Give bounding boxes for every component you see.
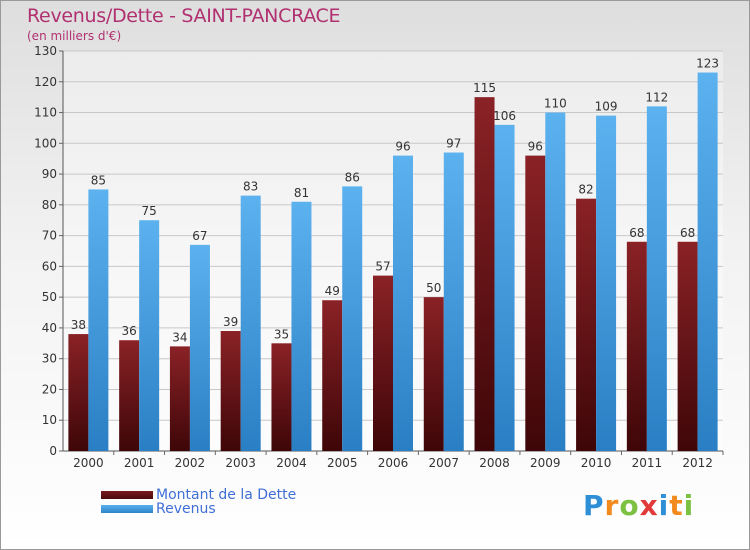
y-tick-label: 50 <box>42 290 57 304</box>
bar-revenus-2001 <box>139 220 160 451</box>
data-label-revenus-2002: 67 <box>192 229 207 243</box>
y-tick-label: 60 <box>42 259 57 273</box>
bar-revenus-2008 <box>494 124 515 451</box>
x-tick-label: 2004 <box>276 456 307 470</box>
data-label-dette-2007: 50 <box>426 281 441 295</box>
data-label-revenus-2011: 112 <box>645 90 668 104</box>
data-label-revenus-2000: 85 <box>91 173 106 187</box>
y-tick-label: 90 <box>42 167 57 181</box>
bar-dette-2011 <box>626 241 647 451</box>
bar-dette-2010 <box>576 198 597 451</box>
data-label-dette-2009: 96 <box>528 140 543 154</box>
bar-dette-2002 <box>169 346 190 451</box>
data-label-dette-2011: 68 <box>629 226 644 240</box>
data-label-revenus-2005: 86 <box>345 170 360 184</box>
bar-dette-2006 <box>373 275 393 451</box>
x-tick-label: 2002 <box>175 456 206 470</box>
bar-dette-2007 <box>423 297 444 451</box>
bar-dette-2005 <box>322 300 343 451</box>
bar-revenus-2004 <box>291 201 312 451</box>
x-tick-label: 2001 <box>124 456 155 470</box>
x-tick-label: 2005 <box>327 456 358 470</box>
x-tick-label: 2007 <box>428 456 459 470</box>
data-label-dette-2002: 34 <box>172 330 187 344</box>
chart-title: Revenus/Dette - SAINT-PANCRACE <box>27 5 341 27</box>
data-label-dette-2005: 49 <box>325 284 340 298</box>
bar-revenus-2009 <box>545 112 566 452</box>
data-label-dette-2001: 36 <box>122 324 137 338</box>
bar-revenus-2012 <box>697 72 718 452</box>
data-label-dette-2004: 35 <box>274 327 289 341</box>
bar-dette-2001 <box>119 340 140 451</box>
x-tick-label: 2011 <box>632 456 663 470</box>
x-tick-label: 2012 <box>682 456 713 470</box>
y-tick-label: 40 <box>42 321 57 335</box>
data-label-revenus-2004: 81 <box>294 186 309 200</box>
data-label-revenus-2008: 106 <box>493 109 516 123</box>
legend-label-revenus: Revenus <box>156 501 216 517</box>
legend-item-dette: Montant de la Dette <box>101 488 296 502</box>
bar-dette-2008 <box>474 97 495 452</box>
y-tick-label: 20 <box>42 382 57 396</box>
y-tick-label: 70 <box>42 229 57 243</box>
data-label-revenus-2010: 109 <box>595 100 618 114</box>
legend-label-dette: Montant de la Dette <box>156 487 297 503</box>
data-label-revenus-2006: 96 <box>395 140 410 154</box>
bar-revenus-2006 <box>393 155 413 451</box>
bar-revenus-2007 <box>443 152 464 452</box>
x-tick-label: 2006 <box>378 456 409 470</box>
y-tick-label: 130 <box>34 44 57 58</box>
bar-revenus-2005 <box>342 186 363 451</box>
legend-swatch-dette <box>101 491 153 499</box>
bar-dette-2000 <box>68 334 89 451</box>
data-label-dette-2006: 57 <box>375 260 390 274</box>
data-label-dette-2003: 39 <box>223 315 238 329</box>
legend-item-revenus: Revenus <box>101 502 216 516</box>
data-label-dette-2012: 68 <box>680 226 695 240</box>
bar-revenus-2011 <box>646 106 667 451</box>
y-tick-label: 110 <box>34 106 57 120</box>
data-label-revenus-2007: 97 <box>446 137 461 151</box>
bar-dette-2012 <box>677 241 698 451</box>
data-label-revenus-2009: 110 <box>544 97 567 111</box>
y-tick-label: 80 <box>42 198 57 212</box>
bar-dette-2004 <box>271 343 292 451</box>
y-tick-label: 30 <box>42 352 57 366</box>
data-label-revenus-2001: 75 <box>142 204 157 218</box>
y-tick-label: 100 <box>34 136 57 150</box>
x-tick-label: 2010 <box>581 456 612 470</box>
data-label-dette-2008: 115 <box>473 81 496 95</box>
x-tick-label: 2009 <box>530 456 561 470</box>
y-tick-label: 0 <box>49 444 57 458</box>
legend-swatch-revenus <box>101 505 153 513</box>
bar-revenus-2000 <box>88 189 109 451</box>
x-tick-label: 2003 <box>225 456 256 470</box>
x-tick-label: 2008 <box>479 456 510 470</box>
y-tick-label: 10 <box>42 413 57 427</box>
bar-revenus-2002 <box>189 244 210 451</box>
data-label-revenus-2003: 83 <box>243 180 258 194</box>
y-tick-label: 120 <box>34 75 57 89</box>
x-tick-label: 2000 <box>73 456 104 470</box>
chart-subtitle: (en milliers d'€) <box>27 29 122 43</box>
bar-revenus-2003 <box>240 195 261 451</box>
bar-dette-2003 <box>220 331 241 451</box>
data-label-dette-2000: 38 <box>71 318 86 332</box>
bar-revenus-2010 <box>596 115 617 451</box>
data-label-dette-2010: 82 <box>578 183 593 197</box>
bar-dette-2009 <box>525 155 546 451</box>
data-label-revenus-2012: 123 <box>696 57 719 71</box>
proxiti-logo: Proxiti <box>583 489 695 522</box>
